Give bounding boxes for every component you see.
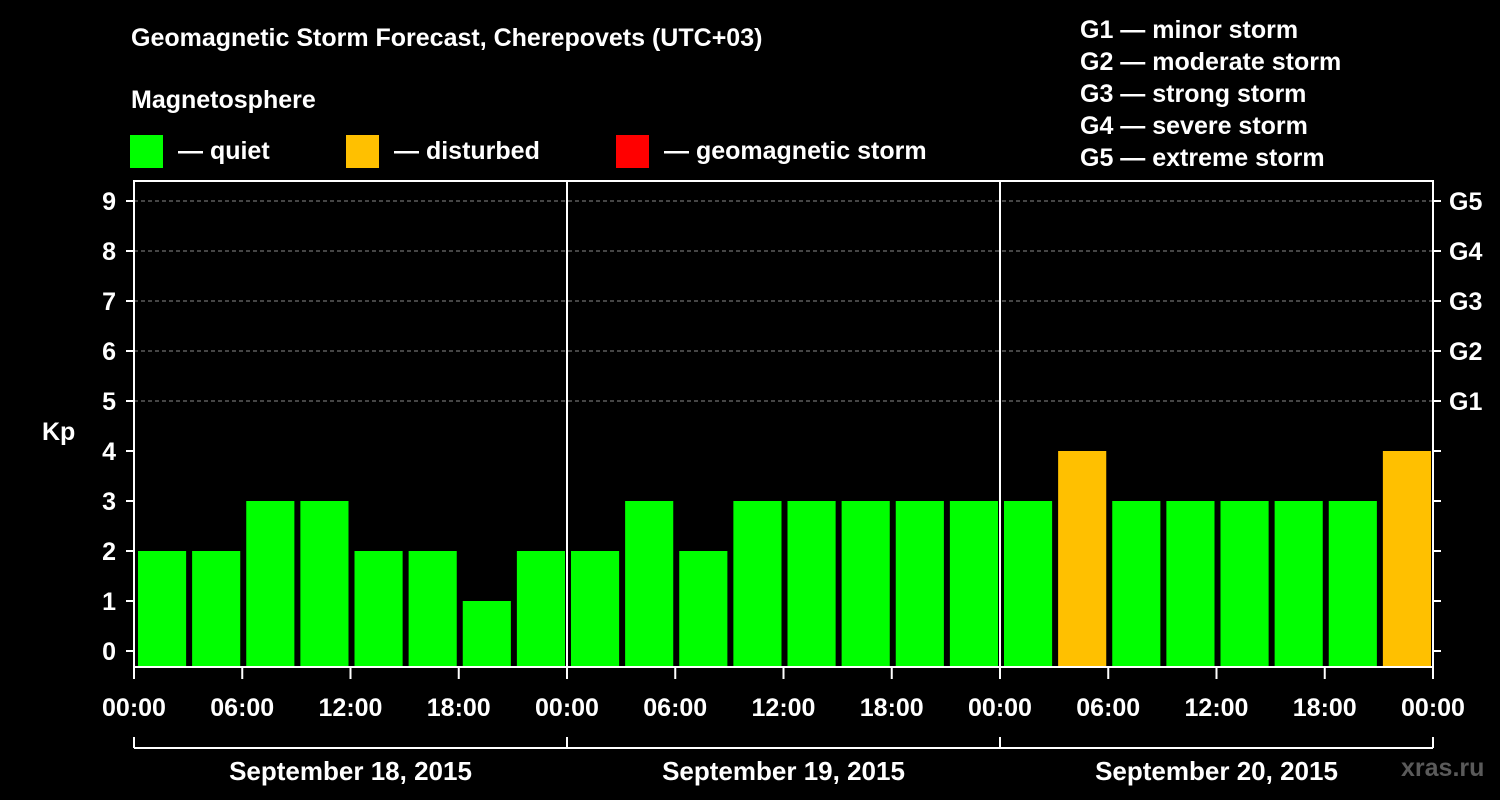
storm-scale-g5: G5 — extreme storm — [1080, 144, 1325, 172]
kp-bar — [841, 501, 890, 667]
kp-bar — [138, 551, 187, 667]
right-axis-label: G3 — [1449, 288, 1482, 316]
x-tick-label: 18:00 — [427, 694, 491, 722]
x-tick-label: 00:00 — [968, 694, 1032, 722]
right-axis-label: G2 — [1449, 338, 1482, 366]
x-tick-label: 00:00 — [535, 694, 599, 722]
axes: 0 1 2 3 4 5 6 7 8 9 Kp G1 G2 G3 G4 G5 00:00 06:00 12:00 18:… — [42, 188, 1482, 786]
kp-bar — [1058, 451, 1107, 667]
day-label: September 18, 2015 — [229, 756, 472, 786]
kp-bar — [1112, 501, 1161, 667]
storm-scale-g2: G2 — moderate storm — [1080, 48, 1342, 76]
kp-bar — [516, 551, 565, 667]
y-tick-label: 8 — [102, 238, 116, 266]
kp-bar — [1328, 501, 1377, 667]
x-tick-label: 06:00 — [643, 694, 707, 722]
legend-label-quiet: — quiet — [178, 136, 270, 165]
y-axis-label: Kp — [42, 418, 75, 446]
grid-lines — [134, 200, 1433, 402]
day-label: September 20, 2015 — [1095, 756, 1338, 786]
day-label: September 19, 2015 — [662, 756, 905, 786]
storm-scale-g1: G1 — minor storm — [1080, 16, 1299, 44]
y-tick-label: 9 — [102, 188, 116, 216]
x-tick-label: 00:00 — [102, 694, 166, 722]
kp-bar — [571, 551, 620, 667]
legend-item-disturbed: — disturbed — [346, 134, 540, 168]
x-tick-label: 00:00 — [1401, 694, 1465, 722]
kp-bar — [408, 551, 457, 667]
y-tick-label: 3 — [102, 488, 116, 516]
y-tick-label: 6 — [102, 338, 116, 366]
quiet-swatch — [130, 134, 163, 168]
kp-bar — [949, 501, 998, 667]
storm-scale-g4: G4 — severe storm — [1080, 112, 1308, 140]
x-tick-label: 06:00 — [1076, 694, 1140, 722]
watermark: xras.ru — [1401, 754, 1485, 782]
x-tick-label: 12:00 — [1185, 694, 1249, 722]
kp-bar — [1274, 501, 1323, 667]
disturbed-swatch — [346, 134, 379, 168]
kp-bar — [1382, 451, 1431, 667]
y-tick-label: 2 — [102, 538, 116, 566]
y-tick-label: 7 — [102, 288, 116, 316]
kp-bar — [462, 601, 511, 667]
y-tick-label: 0 — [102, 638, 116, 666]
kp-bar — [625, 501, 674, 667]
kp-bar — [192, 551, 241, 667]
x-tick-label: 12:00 — [752, 694, 816, 722]
y-tick-label: 5 — [102, 388, 116, 416]
kp-bar — [895, 501, 944, 667]
kp-bar — [679, 551, 728, 667]
legend-label-disturbed: — disturbed — [394, 136, 540, 165]
right-axis-label: G4 — [1449, 238, 1482, 266]
kp-bar — [1166, 501, 1215, 667]
x-tick-label: 06:00 — [210, 694, 274, 722]
kp-bars — [138, 451, 1431, 667]
kp-bar — [246, 501, 295, 667]
legend-item-storm: — geomagnetic storm — [616, 134, 927, 168]
kp-bar — [354, 551, 403, 667]
legend-title: Magnetosphere — [131, 86, 316, 114]
kp-bar — [787, 501, 836, 667]
legend-item-quiet: — quiet — [130, 134, 270, 168]
storm-scale-legend: G1 — minor storm G2 — moderate storm G3 … — [1080, 14, 1341, 174]
storm-swatch — [616, 134, 649, 168]
kp-bar — [733, 501, 782, 667]
x-tick-label: 18:00 — [1293, 694, 1357, 722]
right-axis-label: G1 — [1449, 388, 1482, 416]
y-tick-label: 4 — [102, 438, 116, 466]
x-tick-label: 12:00 — [319, 694, 383, 722]
kp-bar — [300, 501, 349, 667]
chart-title: Geomagnetic Storm Forecast, Cherepovets … — [131, 24, 763, 52]
kp-bar — [1220, 501, 1269, 667]
right-axis-label: G5 — [1449, 188, 1482, 216]
storm-scale-g3: G3 — strong storm — [1080, 80, 1307, 108]
kp-bar — [1004, 501, 1053, 667]
x-tick-label: 18:00 — [860, 694, 924, 722]
y-tick-label: 1 — [102, 588, 116, 616]
legend-label-storm: — geomagnetic storm — [664, 136, 927, 165]
